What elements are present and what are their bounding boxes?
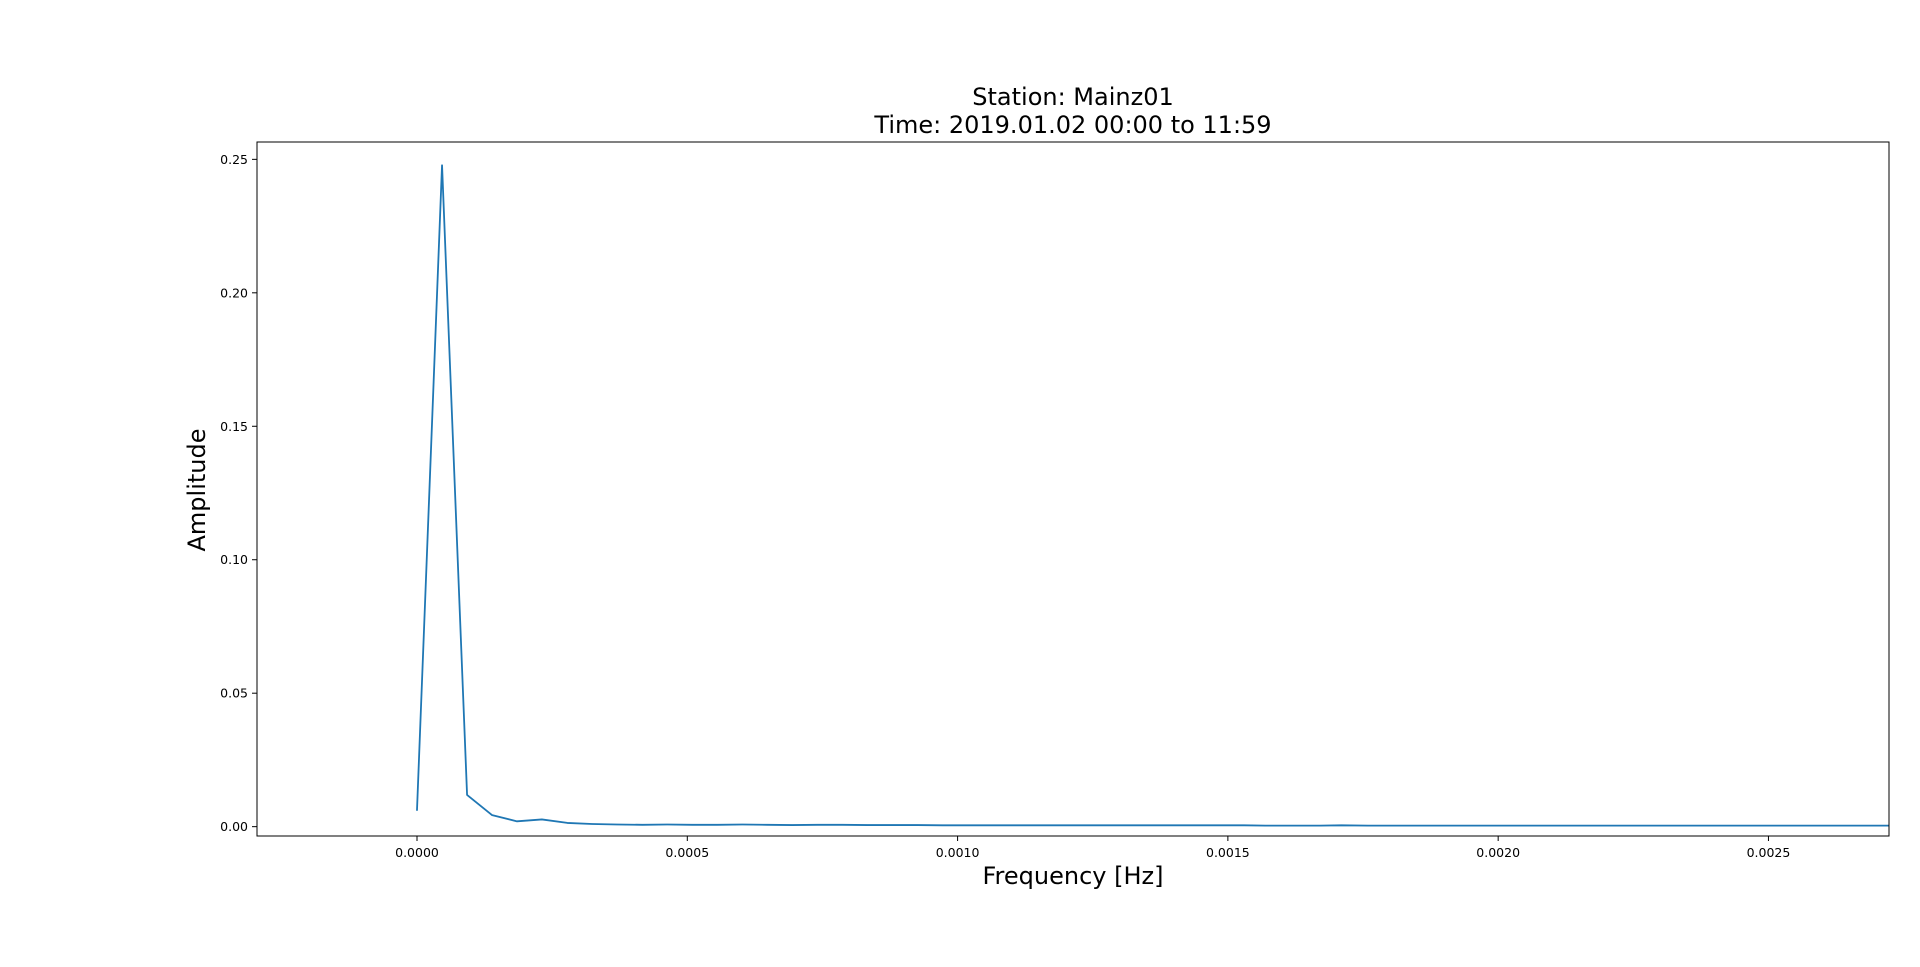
y-axis-ticks: 0.00 0.05 0.10 0.15 0.20 0.25: [220, 152, 257, 834]
y-tick-label: 0.00: [220, 819, 248, 834]
x-tick-label: 0.0025: [1747, 845, 1791, 860]
y-axis-label: Amplitude: [183, 429, 211, 552]
chart-title-line-1: Station: Mainz01: [972, 83, 1173, 111]
x-tick-label: 0.0010: [936, 845, 980, 860]
series-layer: [416, 164, 1889, 827]
chart-title: Station: Mainz01 Time: 2019.01.02 00:00 …: [873, 83, 1271, 139]
chart-title-line-2: Time: 2019.01.02 00:00 to 11:59: [873, 111, 1271, 139]
x-axis-label: Frequency [Hz]: [983, 862, 1164, 890]
x-axis-ticks: 0.0000 0.0005 0.0010 0.0015 0.0020 0.0025: [395, 836, 1790, 860]
x-tick-label: 0.0005: [665, 845, 709, 860]
x-tick-label: 0.0015: [1206, 845, 1250, 860]
y-tick-label: 0.05: [220, 686, 248, 701]
x-tick-label: 0.0020: [1476, 845, 1520, 860]
x-tick-label: 0.0000: [395, 845, 439, 860]
plot-area: [257, 142, 1889, 836]
plot-frame: [256, 141, 1890, 837]
y-tick-label: 0.25: [220, 152, 248, 167]
y-tick-label: 0.15: [220, 419, 248, 434]
y-tick-label: 0.20: [220, 285, 248, 300]
series-line-mainz01: [416, 164, 1889, 827]
y-tick-label: 0.10: [220, 552, 248, 567]
